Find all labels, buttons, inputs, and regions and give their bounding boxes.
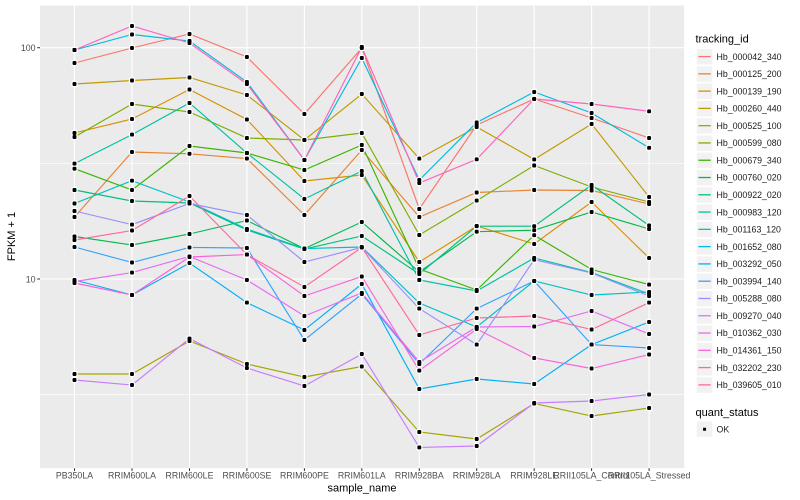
- svg-text:Hb_039605_010: Hb_039605_010: [717, 380, 782, 390]
- svg-text:Hb_003994_140: Hb_003994_140: [717, 276, 782, 286]
- svg-text:Hb_000922_020: Hb_000922_020: [717, 190, 782, 200]
- svg-text:PB350LA: PB350LA: [56, 471, 93, 481]
- svg-text:Hb_000260_440: Hb_000260_440: [717, 104, 782, 114]
- svg-text:RRIM600LA: RRIM600LA: [108, 471, 156, 481]
- svg-text:tracking_id: tracking_id: [696, 34, 749, 46]
- svg-text:Hb_000760_020: Hb_000760_020: [717, 173, 782, 183]
- svg-text:RRIM600SE: RRIM600SE: [222, 471, 271, 481]
- svg-text:Hb_000679_340: Hb_000679_340: [717, 155, 782, 165]
- svg-text:Hb_000599_080: Hb_000599_080: [717, 138, 782, 148]
- svg-text:Hb_010362_030: Hb_010362_030: [717, 328, 782, 338]
- svg-text:RRIM600LE: RRIM600LE: [166, 471, 214, 481]
- svg-text:RRII105LA_Stressed: RRII105LA_Stressed: [608, 471, 691, 481]
- svg-text:Hb_000042_340: Hb_000042_340: [717, 52, 782, 62]
- svg-text:Hb_005288_080: Hb_005288_080: [717, 294, 782, 304]
- svg-text:Hb_009270_040: Hb_009270_040: [717, 311, 782, 321]
- svg-text:quant_status: quant_status: [696, 407, 759, 419]
- svg-text:Hb_032202_230: Hb_032202_230: [717, 363, 782, 373]
- svg-text:Hb_000983_120: Hb_000983_120: [717, 207, 782, 217]
- svg-text:Hb_001163_120: Hb_001163_120: [717, 225, 782, 235]
- svg-text:RRIM600PE: RRIM600PE: [280, 471, 329, 481]
- svg-text:Hb_000525_100: Hb_000525_100: [717, 121, 782, 131]
- svg-text:RRIM928BA: RRIM928BA: [395, 471, 444, 481]
- svg-text:OK: OK: [717, 425, 730, 435]
- svg-text:Hb_014361_150: Hb_014361_150: [717, 346, 782, 356]
- svg-text:Hb_000139_190: Hb_000139_190: [717, 86, 782, 96]
- svg-text:Hb_001652_080: Hb_001652_080: [717, 242, 782, 252]
- svg-text:Hb_003292_050: Hb_003292_050: [717, 259, 782, 269]
- svg-text:10: 10: [26, 274, 36, 284]
- svg-text:RRIM601LA: RRIM601LA: [338, 471, 386, 481]
- svg-text:RRIM928LA: RRIM928LA: [453, 471, 501, 481]
- svg-text:RRII105LA_Control: RRII105LA_Control: [553, 471, 629, 481]
- svg-text:sample_name: sample_name: [327, 483, 396, 495]
- svg-text:RRIM928LE: RRIM928LE: [510, 471, 558, 481]
- svg-text:FPKM + 1: FPKM + 1: [6, 212, 18, 261]
- svg-text:100: 100: [21, 43, 36, 53]
- svg-text:Hb_000125_200: Hb_000125_200: [717, 69, 782, 79]
